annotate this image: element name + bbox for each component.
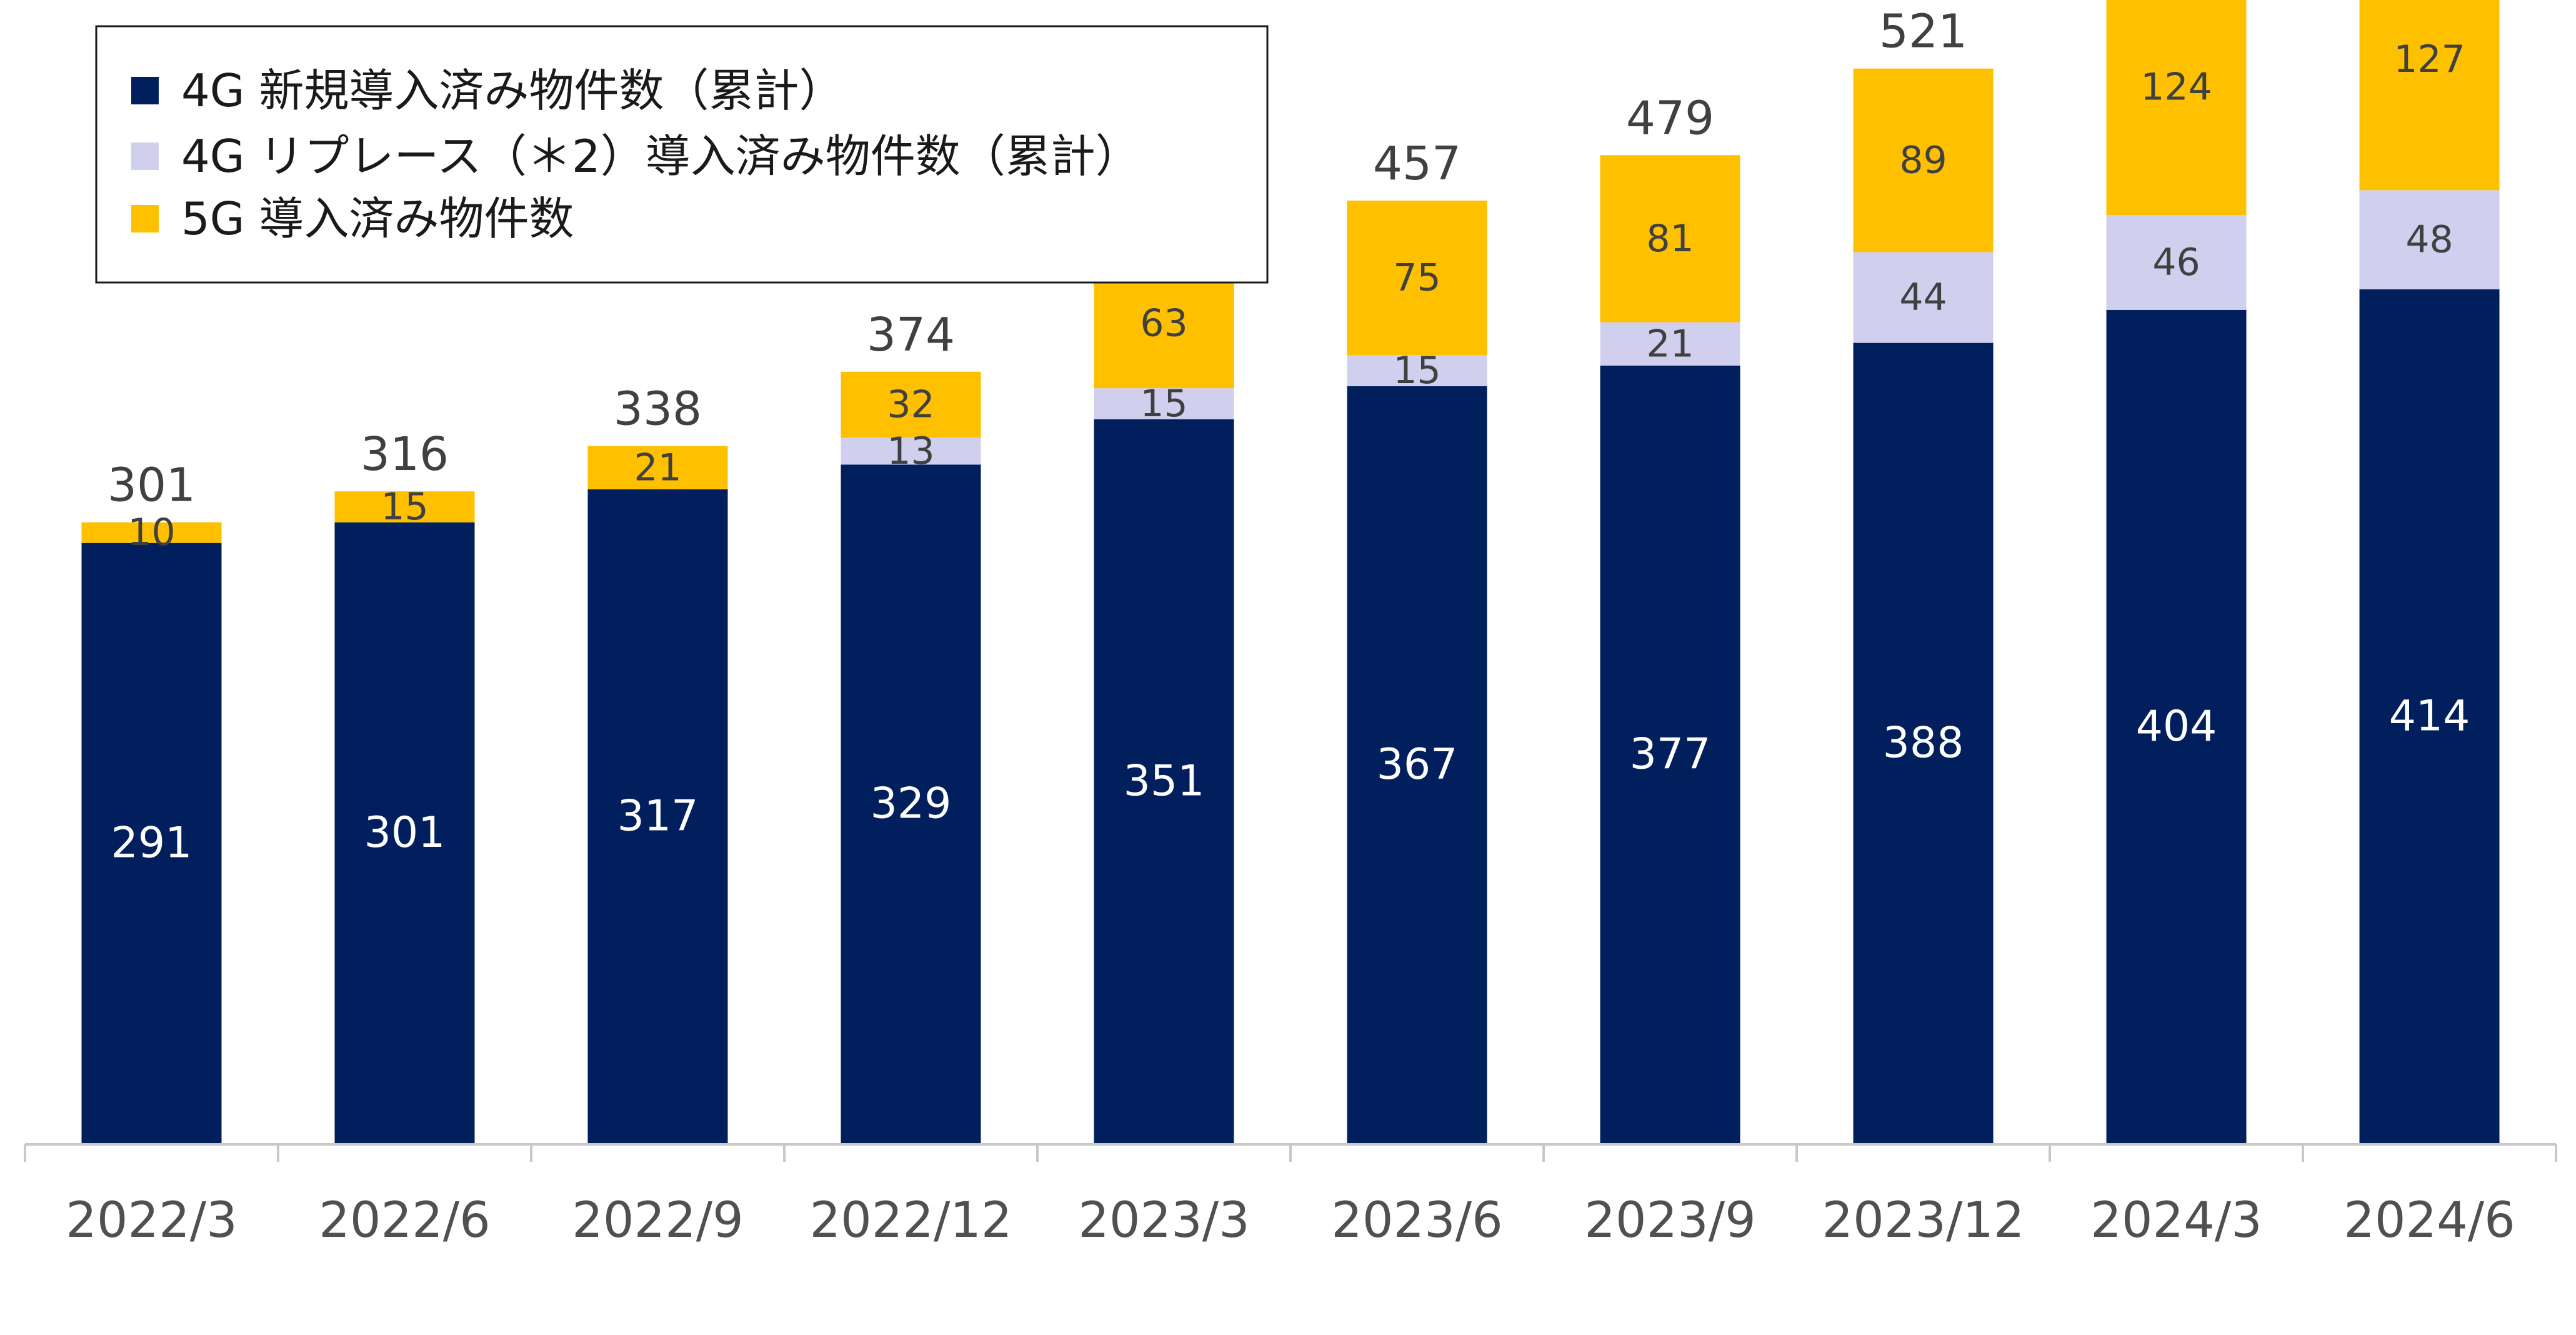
x-tick-label: 2022/3 (66, 1192, 237, 1249)
bar-segment-5g (1600, 155, 1740, 322)
segment-value-label: 15 (381, 485, 428, 529)
segment-value-label: 404 (2136, 702, 2217, 751)
x-tick-label: 2022/12 (809, 1192, 1012, 1249)
legend-swatch (131, 205, 159, 232)
bars-layer (81, 0, 2500, 1144)
bar-segment-4g-new (1347, 386, 1487, 1143)
bar-segment-5g (1347, 200, 1487, 356)
bar-total-label: 374 (867, 308, 955, 362)
bar-total-label: 521 (1879, 5, 1967, 59)
legend-swatch (131, 142, 159, 170)
bar-total-label: 316 (361, 428, 449, 481)
segment-value-label: 75 (1393, 256, 1440, 300)
segment-value-label: 329 (871, 779, 952, 829)
bar-segment-4g-new (841, 464, 981, 1143)
bar-segment-4g-replace (1853, 252, 1994, 343)
segment-value-label: 15 (1393, 349, 1440, 392)
legend-label: 4G リプレース（＊2）導入済み物件数（累計） (181, 130, 1141, 182)
bar-segment-4g-replace (841, 438, 981, 465)
segment-value-label: 89 (1899, 139, 1947, 182)
segment-value-label: 388 (1883, 718, 1964, 768)
x-tick-label: 2023/3 (1078, 1192, 1249, 1249)
bar-segment-4g-new (1853, 342, 1994, 1143)
bar-segment-4g-new (1600, 365, 1740, 1143)
x-tick-label: 2023/9 (1584, 1192, 1755, 1249)
bar-segment-4g-new (587, 489, 728, 1143)
legend: 4G 新規導入済み物件数（累計） 4G リプレース（＊2）導入済み物件数（累計） 5… (95, 25, 1269, 284)
bar-segment-4g-replace (2106, 215, 2247, 310)
x-tick-label: 2024/3 (2090, 1192, 2262, 1249)
segment-value-label: 46 (2152, 241, 2200, 284)
legend-label: 4G 新規導入済み物件数（累計） (181, 64, 844, 117)
bar-segment-4g-new (334, 522, 475, 1143)
x-axis: 2022/3 2022/6 2022/9 2022/12 2023/3 2023/6 202… (24, 1143, 2557, 1249)
segment-value-label: 48 (2405, 218, 2453, 262)
x-tick-label: 2024/6 (2344, 1192, 2515, 1249)
segment-value-label: 32 (887, 383, 934, 427)
segment-value-label: 81 (1646, 217, 1694, 261)
bar-segment-5g (81, 522, 222, 543)
segment-value-label: 127 (2394, 38, 2465, 81)
bar-total-label: 457 (1373, 137, 1461, 191)
segment-value-label: 291 (111, 818, 192, 868)
legend-box (95, 25, 1269, 284)
bar-segment-5g (334, 491, 475, 522)
x-tick-label: 2022/6 (319, 1192, 490, 1249)
bar-segment-4g-replace (2359, 190, 2500, 289)
bar-segment-5g (841, 371, 981, 438)
segment-value-label: 317 (617, 791, 699, 841)
bar-segment-5g (1853, 68, 1994, 252)
bar-total-label: 338 (614, 382, 702, 436)
segment-value-label: 21 (634, 446, 681, 489)
legend-swatch (131, 77, 159, 104)
bar-segment-4g-new (2106, 309, 2247, 1143)
segment-value-label: 351 (1124, 756, 1205, 806)
segment-value-label: 15 (1140, 382, 1187, 426)
x-tick-label: 2022/9 (572, 1192, 743, 1249)
segment-value-label: 124 (2140, 65, 2212, 109)
labels-layer: 2911030130115316317213383291332374351156… (107, 5, 2470, 868)
segment-value-label: 44 (1899, 276, 1947, 319)
bar-segment-4g-replace (1347, 355, 1487, 386)
x-tick-label: 2023/12 (1822, 1192, 2024, 1249)
bar-segment-4g-new (2359, 289, 2500, 1143)
segment-value-label: 63 (1140, 301, 1187, 345)
bar-total-label: 301 (107, 459, 196, 512)
segment-value-label: 21 (1646, 322, 1694, 366)
bar-segment-5g (2359, 0, 2500, 191)
bar-segment-4g-replace (1094, 388, 1234, 419)
bar-segment-5g (587, 446, 728, 489)
bar-total-label: 479 (1626, 91, 1714, 145)
segment-value-label: 367 (1377, 740, 1458, 789)
segment-value-label: 10 (127, 511, 175, 554)
bar-segment-4g-new (81, 542, 222, 1143)
legend-label: 5G 導入済み物件数 (181, 192, 574, 245)
bar-segment-4g-new (1094, 419, 1234, 1144)
bar-segment-5g (2106, 0, 2247, 216)
segment-value-label: 414 (2389, 691, 2470, 741)
segment-value-label: 377 (1630, 729, 1711, 779)
segment-value-label: 301 (364, 808, 446, 858)
x-tick-label: 2023/6 (1331, 1192, 1502, 1249)
segment-value-label: 13 (887, 429, 934, 473)
bar-segment-4g-replace (1600, 322, 1740, 366)
